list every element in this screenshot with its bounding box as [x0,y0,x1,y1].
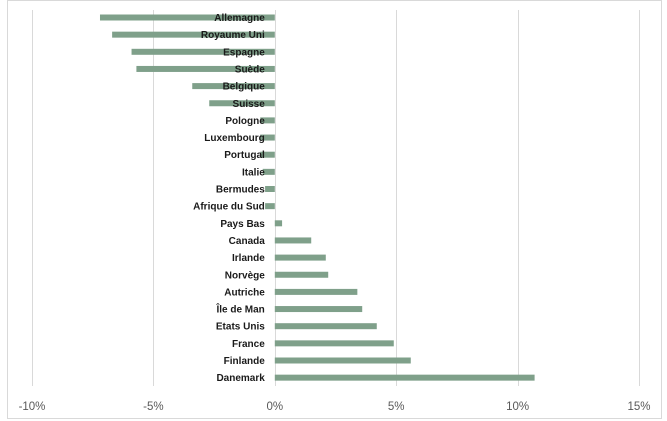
category-label: Suède [235,64,265,75]
bar [274,220,283,227]
bar [260,151,275,158]
bar [274,237,312,244]
category-label: Bermudes [216,185,265,196]
category-labels: Allemagne Royaume Uni Espagne Suède Belgique… [193,13,265,384]
bar [274,323,377,330]
bar [131,48,275,55]
x-axis-tick-labels: -10% -5% 0% 5% 10% 15% [19,401,651,413]
x-tick-label: 10% [506,401,529,413]
category-label: Espagne [223,47,265,58]
bar [274,374,535,381]
category-label: Irlande [232,253,265,264]
category-label: Etats Unis [216,322,265,333]
x-tick-label: 5% [388,401,405,413]
bar [112,31,275,38]
category-label: Belgique [223,82,266,93]
category-label: Luxembourg [204,133,265,144]
category-label: Suisse [233,99,266,110]
bar [274,357,411,364]
x-tick-label: -5% [143,401,163,413]
bar [99,14,275,21]
category-label: Canada [229,236,266,247]
category-label: Île de Man [215,303,264,316]
category-label: Danemark [216,373,265,384]
category-label: Allemagne [214,13,265,24]
bar [192,83,275,90]
category-label: Autriche [224,287,265,298]
category-label: France [232,339,265,350]
category-label: Norvège [225,270,265,281]
category-label: Portugal [224,150,265,161]
category-label: Afrique du Sud [193,202,265,213]
x-tick-label: 0% [266,401,283,413]
bar [262,168,275,175]
bar [274,271,329,278]
bar [260,117,275,124]
category-label: Finlande [224,356,266,367]
bar [265,186,275,192]
bar [209,100,275,107]
gridlines [32,10,640,386]
chart-area [7,0,662,419]
bar [274,306,363,313]
bar [274,288,358,295]
bar [274,254,326,261]
x-tick-label: 15% [627,401,650,413]
bar [274,340,394,347]
category-label: Italie [242,167,265,178]
category-label: Pays Bas [220,219,265,230]
category-label: Royaume Uni [201,30,265,41]
bar [260,134,275,141]
x-tick-label: -10% [19,401,46,413]
bar [265,203,275,210]
bar [136,65,275,72]
category-label: Pologne [225,116,265,127]
bars [99,14,535,381]
